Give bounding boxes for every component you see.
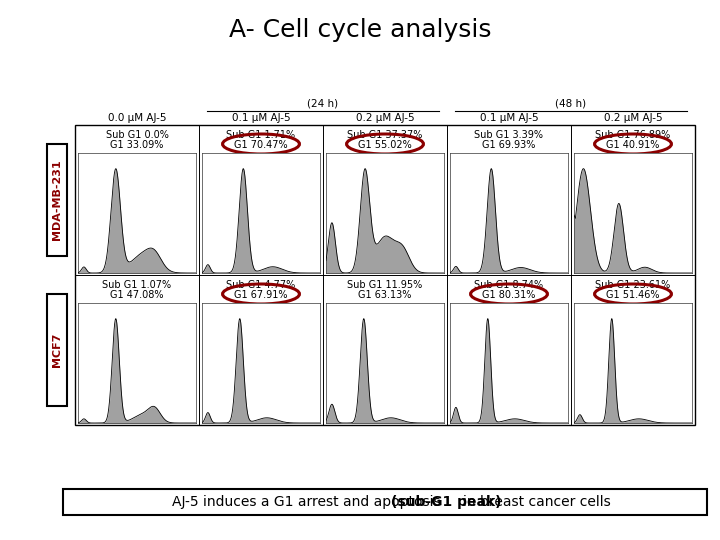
Text: G1 67.91%: G1 67.91% [234, 290, 288, 300]
Bar [47, 294, 67, 406]
Text: 0.1 μM AJ-5: 0.1 μM AJ-5 [480, 113, 539, 123]
Text: 0.1 μM AJ-5: 0.1 μM AJ-5 [232, 113, 290, 123]
Text: A- Cell cycle analysis: A- Cell cycle analysis [229, 18, 491, 42]
Text: Sub G1 0.0%: Sub G1 0.0% [106, 130, 168, 140]
Text: 0.2 μM AJ-5: 0.2 μM AJ-5 [603, 113, 662, 123]
Text: MCF7: MCF7 [52, 333, 62, 367]
Text: Sub G1 37.37%: Sub G1 37.37% [347, 130, 423, 140]
Text: in breast cancer cells: in breast cancer cells [464, 495, 611, 509]
Bar [63, 489, 707, 515]
Text: G1 69.93%: G1 69.93% [482, 140, 536, 150]
Text: G1 51.46%: G1 51.46% [606, 290, 660, 300]
Text: 0.2 μM AJ-5: 0.2 μM AJ-5 [356, 113, 414, 123]
Text: Sub G1 4.77%: Sub G1 4.77% [226, 280, 296, 290]
Text: AJ-5 induces a G1 arrest and apoptosis: AJ-5 induces a G1 arrest and apoptosis [172, 495, 445, 509]
Text: G1 70.47%: G1 70.47% [234, 140, 288, 150]
Text: 0.0 μM AJ-5: 0.0 μM AJ-5 [108, 113, 166, 123]
Text: MDA-MB-231: MDA-MB-231 [52, 160, 62, 240]
Text: G1 63.13%: G1 63.13% [359, 290, 412, 300]
Text: Sub G1 3.39%: Sub G1 3.39% [474, 130, 544, 140]
Text: Sub G1 76.89%: Sub G1 76.89% [595, 130, 670, 140]
Text: Sub G1 11.95%: Sub G1 11.95% [347, 280, 423, 290]
Text: G1 80.31%: G1 80.31% [482, 290, 536, 300]
Text: Sub G1 8.74%: Sub G1 8.74% [474, 280, 544, 290]
Text: (sub-G1 peak): (sub-G1 peak) [391, 495, 501, 509]
Text: Sub G1 1.71%: Sub G1 1.71% [226, 130, 296, 140]
Bar [47, 144, 67, 256]
Text: G1 55.02%: G1 55.02% [358, 140, 412, 150]
Text: G1 40.91%: G1 40.91% [606, 140, 660, 150]
Text: (24 h): (24 h) [307, 98, 338, 108]
Text: (48 h): (48 h) [555, 98, 587, 108]
Text: Sub G1 1.07%: Sub G1 1.07% [102, 280, 171, 290]
Text: G1 47.08%: G1 47.08% [110, 290, 163, 300]
Text: G1 33.09%: G1 33.09% [110, 140, 163, 150]
Bar [75, 125, 695, 425]
Text: Sub G1 23.61%: Sub G1 23.61% [595, 280, 670, 290]
